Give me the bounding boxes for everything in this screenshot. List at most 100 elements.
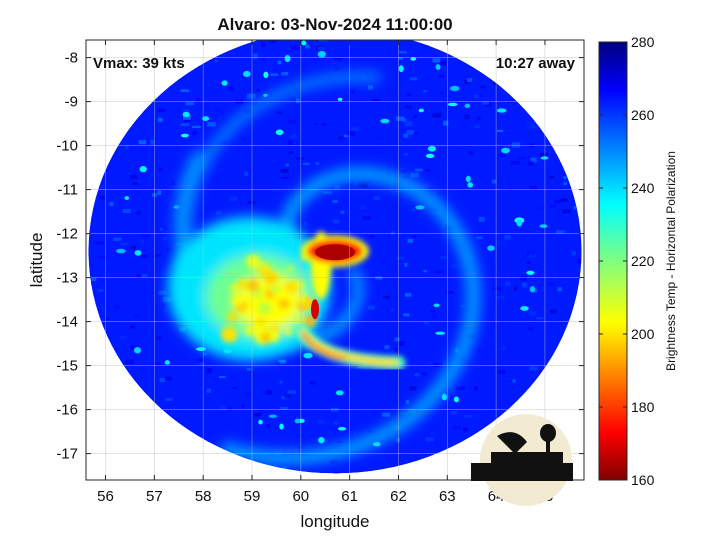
colorbar-tick-label: 280 [631, 34, 655, 50]
texture-speck [411, 235, 417, 239]
texture-speck [158, 117, 162, 122]
texture-speck [140, 240, 145, 245]
texture-speck [404, 292, 412, 297]
texture-speck [494, 287, 502, 291]
texture-speck [368, 85, 373, 90]
texture-speck [443, 99, 449, 103]
convection-cell [227, 312, 238, 323]
texture-speck [333, 472, 340, 474]
convection-cell [232, 293, 245, 306]
texture-speck [529, 366, 538, 371]
texture-speck [505, 281, 511, 286]
texture-speck [281, 159, 291, 165]
texture-speck [139, 254, 149, 259]
cell-speck [435, 64, 441, 70]
logo-text: CIMSS [490, 468, 555, 480]
texture-speck [529, 185, 538, 190]
texture-speck [382, 295, 391, 299]
texture-speck [367, 305, 375, 310]
texture-speck [474, 94, 480, 98]
texture-speck [497, 240, 507, 246]
texture-speck [405, 399, 410, 405]
convection-cell [260, 333, 271, 343]
texture-speck [527, 251, 536, 256]
texture-speck [474, 124, 480, 128]
texture-speck [443, 120, 449, 126]
texture-speck [125, 359, 134, 365]
texture-speck [432, 112, 442, 118]
texture-speck [340, 210, 345, 214]
texture-speck [526, 121, 535, 127]
texture-speck [253, 412, 262, 417]
texture-speck [287, 140, 293, 146]
texture-speck [333, 421, 339, 425]
texture-speck [261, 41, 266, 47]
texture-speck [215, 210, 222, 215]
texture-speck [375, 276, 383, 280]
convection-cell [237, 279, 248, 290]
texture-speck [412, 115, 417, 119]
texture-speck [452, 413, 462, 418]
convection-cell [296, 295, 307, 305]
texture-speck [433, 362, 443, 368]
southern-band [293, 323, 406, 370]
texture-speck [164, 376, 172, 381]
core-south-cell [311, 299, 319, 320]
texture-speck [520, 275, 528, 281]
southern-band-mid [300, 329, 397, 366]
texture-speck [514, 285, 518, 291]
texture-speck [404, 263, 408, 267]
texture-speck [350, 126, 360, 132]
vmax-annotation: Vmax: 39 kts [93, 55, 185, 72]
texture-speck [403, 118, 407, 123]
cell-speck [242, 70, 251, 77]
texture-speck [241, 404, 245, 408]
x-tick-label: 63 [439, 488, 456, 505]
texture-speck [129, 325, 136, 329]
texture-speck [291, 93, 300, 97]
cell-speck [496, 108, 507, 113]
cell-speck [465, 175, 471, 183]
x-tick-label: 60 [292, 488, 309, 505]
texture-speck [133, 344, 142, 349]
texture-speck [343, 190, 348, 193]
texture-speck [243, 171, 249, 176]
texture-speck [191, 125, 201, 128]
texture-speck [404, 153, 409, 156]
texture-speck [265, 390, 273, 395]
cell-speck [318, 437, 325, 444]
texture-speck [245, 172, 252, 177]
texture-speck [429, 235, 437, 238]
convection-cell [270, 284, 281, 295]
texture-speck [323, 191, 332, 194]
texture-speck [288, 151, 294, 155]
texture-speck [138, 140, 147, 145]
texture-speck [272, 69, 277, 72]
cell-speck [418, 108, 424, 113]
texture-speck [309, 381, 316, 385]
texture-speck [180, 158, 189, 164]
texture-speck [122, 208, 131, 214]
cell-speck [116, 248, 126, 254]
texture-speck [464, 114, 470, 120]
cell-speck [540, 156, 549, 160]
texture-speck [219, 109, 225, 115]
cell-speck [467, 182, 474, 188]
colorbar-label: Brightness Temp - Horizontal Polarizatio… [664, 151, 678, 371]
southern-band-core [301, 333, 347, 361]
cell-speck [139, 166, 147, 173]
texture-speck [474, 386, 478, 391]
texture-speck [199, 362, 205, 366]
y-axis-ticks: -8 -9 -10 -11 -12 -13 -14 -15 -16 -17 [56, 50, 584, 463]
colorbar-tick-label: 200 [631, 326, 655, 342]
texture-speck [257, 408, 265, 413]
swath-layer [88, 35, 582, 474]
texture-speck [317, 35, 321, 38]
texture-speck [526, 261, 531, 264]
texture-speck [403, 133, 408, 138]
texture-speck [228, 86, 234, 91]
texture-speck [219, 376, 226, 379]
texture-speck [547, 281, 555, 287]
convection-cell [257, 317, 265, 324]
texture-speck [422, 372, 427, 376]
